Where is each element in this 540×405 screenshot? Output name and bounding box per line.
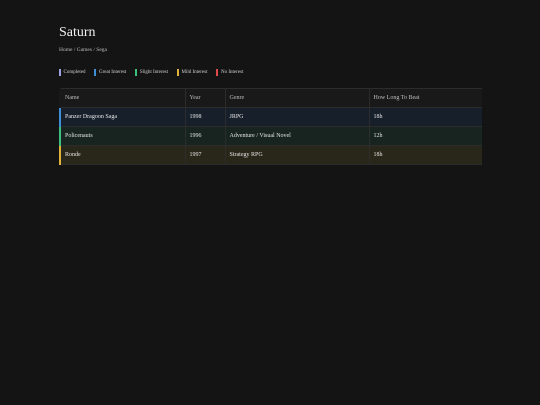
- legend-item-mild-interest: Mild Interest: [177, 68, 208, 76]
- legend-item-no-interest: No Interest: [216, 68, 244, 76]
- legend-label: Great Interest: [98, 69, 127, 75]
- legend-swatch: [59, 68, 61, 76]
- cell-name: Ronde: [59, 145, 186, 165]
- cell-name: Policenauts: [59, 126, 186, 146]
- breadcrumb: Home / Games / Sega: [59, 46, 481, 54]
- table-row[interactable]: Policenauts 1996 Adventure / Visual Nove…: [59, 126, 482, 146]
- games-table: Name Year Genre How Long To Beat Panzer …: [59, 88, 482, 165]
- legend-swatch: [135, 68, 137, 76]
- cell-how-long-to-beat: 12h: [369, 126, 482, 146]
- breadcrumb-current: Sega: [96, 47, 107, 53]
- cell-year: 1997: [185, 145, 226, 165]
- cell-genre: JRPG: [225, 107, 370, 127]
- cell-name: Panzer Dragoon Saga: [59, 107, 186, 127]
- legend-item-great-interest: Great Interest: [94, 68, 127, 76]
- legend-swatch: [177, 68, 179, 76]
- breadcrumb-home-link[interactable]: Home: [59, 47, 73, 53]
- column-header-how-long-to-beat[interactable]: How Long To Beat: [369, 88, 482, 108]
- legend-item-slight-interest: Slight Interest: [135, 68, 169, 76]
- page-title: Saturn: [59, 25, 96, 40]
- breadcrumb-games-link[interactable]: Games: [76, 47, 93, 53]
- interest-legend: Completed Great Interest Slight Interest…: [59, 68, 481, 76]
- table-row[interactable]: Ronde 1997 Strategy RPG 18h: [59, 145, 482, 165]
- column-header-name[interactable]: Name: [59, 88, 186, 108]
- legend-label: Slight Interest: [139, 69, 169, 75]
- legend-swatch: [216, 68, 218, 76]
- breadcrumb-separator: /: [73, 47, 76, 53]
- cell-year: 1998: [185, 107, 226, 127]
- breadcrumb-separator: /: [93, 47, 95, 53]
- cell-how-long-to-beat: 18h: [369, 107, 482, 127]
- legend-label: Mild Interest: [181, 69, 208, 75]
- cell-genre: Strategy RPG: [225, 145, 370, 165]
- table-header-row: Name Year Genre How Long To Beat: [59, 88, 482, 108]
- table-row[interactable]: Panzer Dragoon Saga 1998 JRPG 18h: [59, 107, 482, 127]
- column-header-genre[interactable]: Genre: [225, 88, 370, 108]
- legend-label: Completed: [63, 69, 86, 75]
- cell-genre: Adventure / Visual Novel: [225, 126, 370, 146]
- cell-year: 1996: [185, 126, 226, 146]
- cell-how-long-to-beat: 18h: [369, 145, 482, 165]
- legend-item-completed: Completed: [59, 68, 86, 76]
- legend-swatch: [94, 68, 96, 76]
- column-header-year[interactable]: Year: [185, 88, 226, 108]
- legend-label: No Interest: [220, 69, 244, 75]
